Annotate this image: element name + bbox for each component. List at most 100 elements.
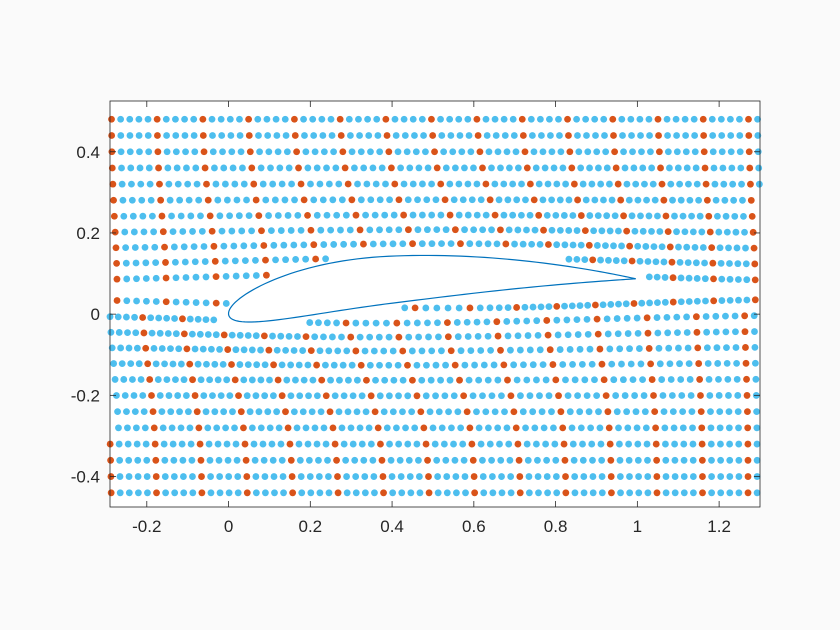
particle: [202, 408, 210, 416]
particle: [450, 392, 458, 400]
marked-particle: [705, 212, 713, 220]
particle: [351, 456, 359, 464]
particle: [118, 164, 125, 172]
x-tick-label: 0.6: [462, 517, 486, 536]
particle: [731, 212, 739, 220]
particle: [315, 319, 322, 327]
particle: [445, 408, 452, 416]
particle: [264, 408, 272, 416]
particle: [726, 489, 734, 497]
particle: [116, 456, 124, 464]
particle: [723, 360, 731, 367]
marked-particle: [334, 489, 342, 497]
particle: [383, 424, 391, 432]
particle: [579, 456, 587, 464]
particle: [678, 392, 686, 399]
particle: [471, 361, 478, 369]
particle: [401, 132, 409, 139]
particle: [427, 376, 435, 384]
particle: [641, 408, 649, 416]
particle: [488, 473, 496, 480]
particle: [330, 241, 338, 248]
particle: [130, 228, 138, 236]
particle: [148, 329, 156, 337]
marked-particle: [557, 408, 565, 416]
particle: [580, 473, 588, 480]
marked-particle: [377, 440, 384, 448]
particle: [353, 408, 361, 416]
particle: [395, 226, 403, 234]
particle: [262, 196, 270, 204]
particle: [318, 115, 326, 123]
particle: [386, 440, 393, 448]
particle: [455, 180, 463, 188]
particle: [718, 132, 726, 139]
marked-particle: [744, 489, 752, 497]
particle: [201, 258, 209, 265]
particle: [226, 115, 234, 123]
particle: [423, 226, 431, 234]
particle: [523, 226, 530, 234]
marked-particle: [473, 115, 481, 123]
particle: [365, 132, 373, 139]
particle: [503, 148, 511, 156]
particle: [633, 424, 641, 432]
particle: [656, 228, 664, 235]
particle: [222, 300, 230, 307]
marked-particle: [242, 456, 250, 464]
particle: [693, 297, 701, 305]
marked-particle: [263, 271, 270, 279]
marked-particle: [431, 148, 438, 156]
particle: [718, 297, 726, 304]
particle: [306, 319, 314, 326]
particle: [703, 344, 711, 352]
marked-particle: [516, 473, 524, 480]
particle: [415, 333, 423, 341]
particle: [640, 392, 648, 399]
particle: [519, 240, 527, 248]
marked-particle: [596, 345, 604, 353]
particle: [716, 424, 724, 432]
particle: [124, 424, 131, 432]
particle: [606, 345, 614, 353]
particle: [618, 360, 625, 368]
particle: [115, 329, 123, 336]
particle: [584, 301, 592, 309]
particle: [143, 297, 150, 305]
particle: [588, 360, 596, 368]
marked-particle: [240, 424, 247, 432]
particle: [163, 132, 170, 139]
particle: [362, 211, 369, 219]
particle: [734, 408, 742, 416]
particle: [425, 333, 432, 341]
marked-particle: [710, 297, 718, 305]
particle: [490, 361, 498, 369]
particle: [639, 164, 647, 172]
particle: [424, 164, 432, 172]
marked-particle: [107, 456, 115, 464]
marked-particle: [523, 164, 531, 172]
particle: [273, 408, 281, 416]
particle: [222, 272, 230, 280]
particle: [252, 489, 260, 497]
particle: [214, 376, 222, 384]
particle: [753, 489, 761, 497]
particle: [459, 196, 467, 204]
particle: [424, 319, 431, 327]
marked-particle: [245, 132, 253, 139]
marked-particle: [751, 260, 759, 268]
particle: [307, 180, 314, 188]
particle: [190, 132, 198, 139]
particle: [123, 408, 130, 416]
particle: [453, 319, 461, 326]
particle: [174, 180, 182, 188]
particle: [507, 473, 515, 480]
marked-particle: [110, 212, 118, 220]
particle: [443, 473, 451, 480]
particle: [634, 329, 642, 337]
marked-particle: [245, 115, 253, 123]
particle: [658, 243, 666, 251]
particle: [556, 226, 564, 234]
marked-particle: [155, 164, 162, 172]
particle: [514, 226, 522, 234]
